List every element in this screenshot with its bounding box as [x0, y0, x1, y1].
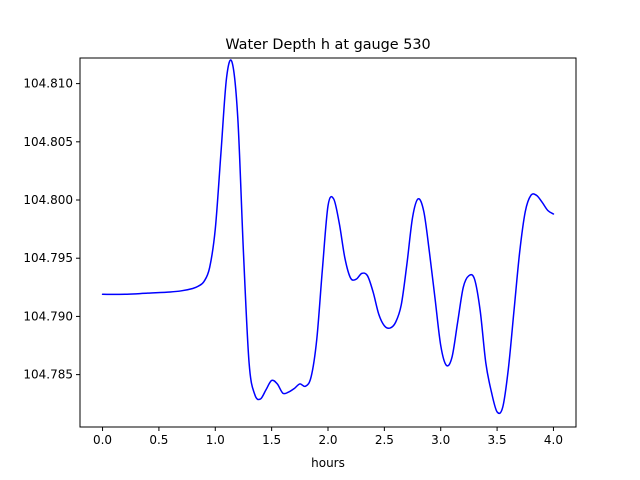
- chart-title: Water Depth h at gauge 530: [225, 37, 430, 53]
- x-tick-label: 4.0: [544, 433, 563, 447]
- x-tick-label: 0.5: [149, 433, 168, 447]
- y-axis: 104.785 104.790 104.795 104.800 104.805 104.8…: [23, 77, 80, 382]
- series-line-0: [101, 59, 555, 415]
- x-tick-label: 0.0: [93, 433, 112, 447]
- plot-area: [101, 59, 555, 415]
- x-tick-label: 3.0: [431, 433, 450, 447]
- x-tick-label: 1.0: [206, 433, 225, 447]
- x-axis: 0.0 0.5 1.0 1.5 2.0 2.5 3.0 3.5 4.0: [93, 427, 563, 447]
- y-tick-label: 104.810: [23, 77, 73, 91]
- x-tick-label: 1.5: [262, 433, 281, 447]
- x-tick-label: 2.0: [318, 433, 337, 447]
- y-tick-label: 104.790: [23, 309, 73, 323]
- y-tick-label: 104.785: [23, 368, 73, 382]
- y-tick-label: 104.805: [23, 135, 73, 149]
- plot-frame: [79, 57, 577, 428]
- y-tick-label: 104.800: [23, 193, 73, 207]
- y-tick-label: 104.795: [23, 251, 73, 265]
- x-tick-label: 2.5: [375, 433, 394, 447]
- x-axis-label: hours: [311, 456, 345, 470]
- x-tick-label: 3.5: [488, 433, 507, 447]
